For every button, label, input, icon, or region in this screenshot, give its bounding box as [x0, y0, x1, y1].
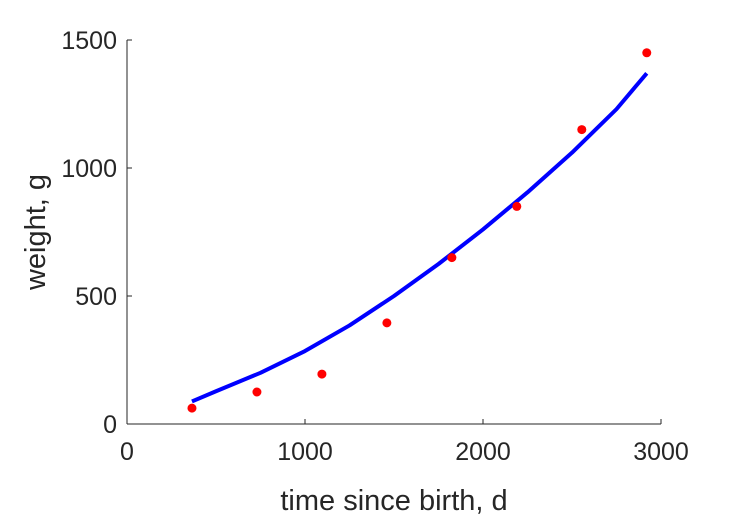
x-axis-label: time since birth, d [280, 485, 507, 517]
data-point [642, 48, 652, 58]
y-tick-label: 1000 [61, 155, 117, 183]
marks [187, 48, 652, 413]
x-tick-label: 2000 [455, 438, 511, 466]
x-tick-label: 0 [120, 438, 134, 466]
data-point [577, 125, 587, 135]
data-point [512, 201, 522, 211]
fit-line [191, 71, 649, 404]
data-point [252, 387, 262, 397]
x-tick-label: 1000 [277, 438, 333, 466]
ticks: 0 1000 2000 3000 0 500 1000 1500 [61, 27, 688, 466]
data-point [317, 369, 327, 379]
data-point [187, 403, 197, 413]
y-tick-label: 1500 [61, 27, 117, 55]
y-axis-label: weight, g [20, 174, 52, 291]
y-tick-label: 0 [103, 411, 117, 439]
y-tick-label: 500 [75, 283, 117, 311]
data-point [382, 318, 392, 328]
x-tick-label: 3000 [633, 438, 689, 466]
data-point [447, 253, 457, 263]
